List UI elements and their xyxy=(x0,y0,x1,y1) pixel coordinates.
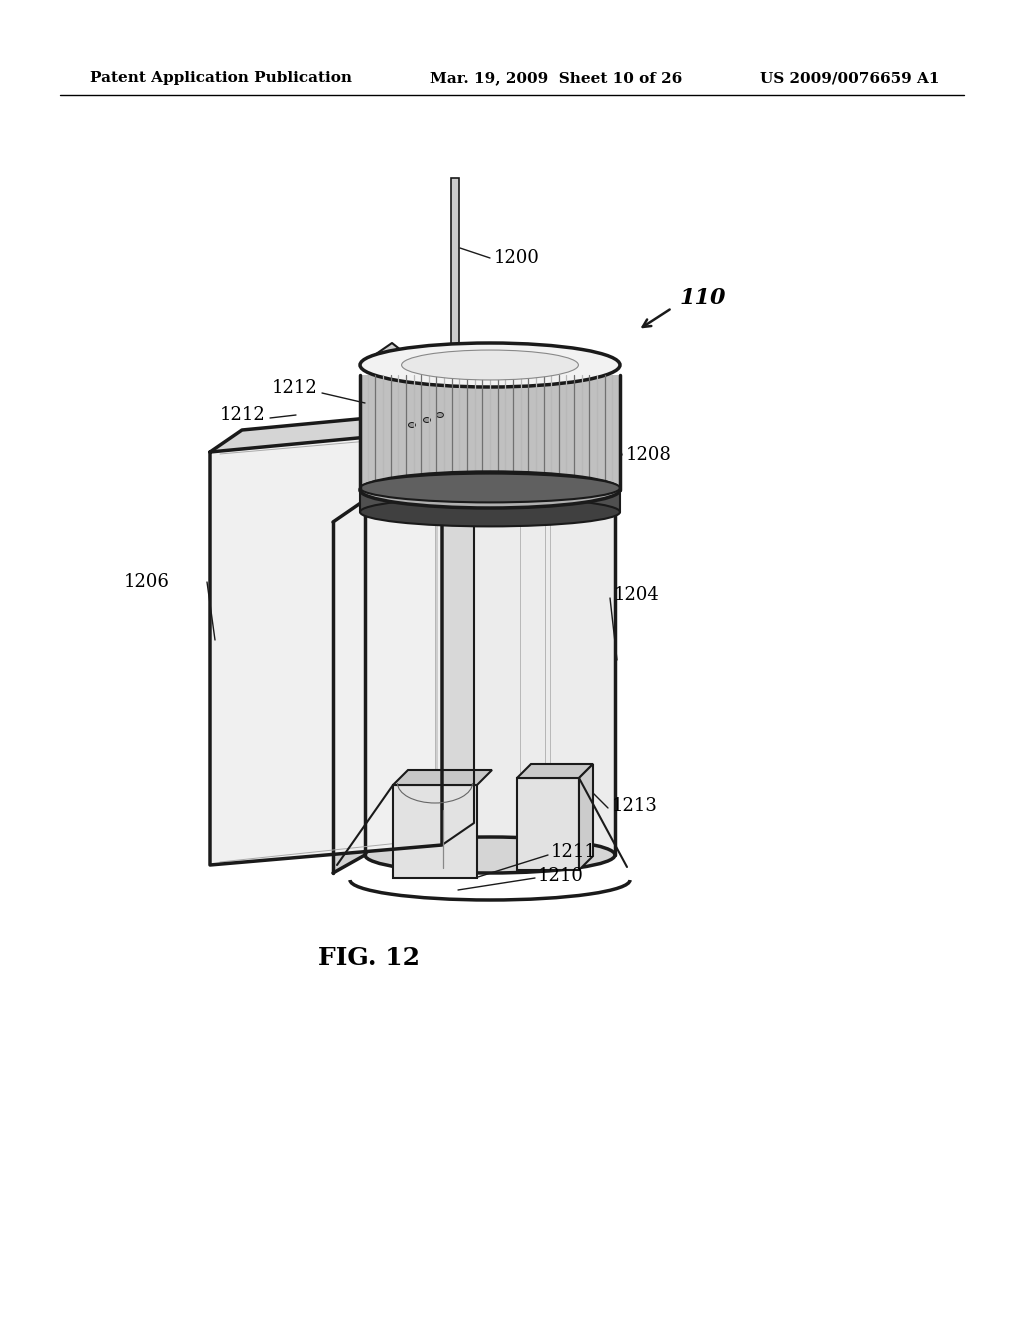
Text: 110: 110 xyxy=(680,286,726,309)
Polygon shape xyxy=(393,770,492,785)
Ellipse shape xyxy=(365,837,615,873)
Polygon shape xyxy=(579,764,593,870)
Polygon shape xyxy=(360,375,620,490)
Polygon shape xyxy=(517,777,579,870)
Text: 1213: 1213 xyxy=(612,797,657,814)
Text: 1210: 1210 xyxy=(538,867,584,884)
Text: 1212: 1212 xyxy=(272,379,318,397)
Text: 1204: 1204 xyxy=(614,586,659,605)
Polygon shape xyxy=(360,488,620,512)
Polygon shape xyxy=(451,178,459,366)
Text: 1211: 1211 xyxy=(551,843,597,861)
Polygon shape xyxy=(210,430,442,865)
Ellipse shape xyxy=(360,474,620,503)
Ellipse shape xyxy=(436,412,443,417)
Polygon shape xyxy=(210,408,474,451)
Ellipse shape xyxy=(401,350,579,380)
Polygon shape xyxy=(517,764,593,777)
Polygon shape xyxy=(333,500,365,873)
Text: 1206: 1206 xyxy=(124,573,170,591)
Polygon shape xyxy=(442,408,474,845)
Text: Mar. 19, 2009  Sheet 10 of 26: Mar. 19, 2009 Sheet 10 of 26 xyxy=(430,71,682,84)
Text: US 2009/0076659 A1: US 2009/0076659 A1 xyxy=(760,71,939,84)
Text: 1212: 1212 xyxy=(219,407,265,424)
Text: 1208: 1208 xyxy=(626,446,672,465)
Ellipse shape xyxy=(360,343,620,387)
Ellipse shape xyxy=(360,473,620,508)
Ellipse shape xyxy=(424,417,430,422)
Ellipse shape xyxy=(409,422,416,428)
Polygon shape xyxy=(365,500,615,855)
Text: Patent Application Publication: Patent Application Publication xyxy=(90,71,352,84)
Text: 1200: 1200 xyxy=(494,249,540,267)
Polygon shape xyxy=(393,785,477,878)
Text: FIG. 12: FIG. 12 xyxy=(318,946,420,970)
Ellipse shape xyxy=(360,498,620,527)
Ellipse shape xyxy=(365,482,615,517)
Polygon shape xyxy=(360,343,474,430)
